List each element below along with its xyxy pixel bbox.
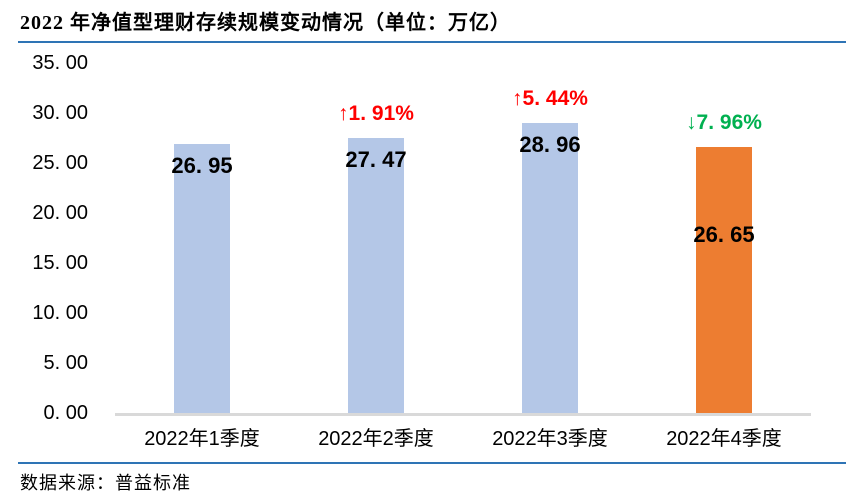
title-divider bbox=[18, 41, 846, 43]
y-tick-label: 35. 00 bbox=[32, 52, 88, 74]
y-tick-label: 30. 00 bbox=[32, 102, 88, 124]
y-tick-label: 15. 00 bbox=[32, 252, 88, 274]
x-axis-label: 2022年3季度 bbox=[492, 428, 608, 450]
x-axis-label: 2022年1季度 bbox=[144, 428, 260, 450]
change-annotation: ↓7. 96% bbox=[686, 110, 762, 134]
change-annotation: ↑5. 44% bbox=[512, 87, 588, 111]
bar-value-label: 26. 65 bbox=[693, 221, 755, 247]
y-tick-label: 10. 00 bbox=[32, 302, 88, 324]
y-tick-label: 5. 00 bbox=[43, 352, 88, 374]
y-tick-label: 25. 00 bbox=[32, 152, 88, 174]
y-tick-label: 0. 00 bbox=[43, 402, 88, 424]
bar-value-label: 28. 96 bbox=[519, 132, 581, 158]
y-tick-label: 20. 00 bbox=[32, 202, 88, 224]
bar-quarter-1 bbox=[174, 143, 230, 413]
bar-quarter-2 bbox=[348, 138, 404, 413]
chart-title: 2022 年净值型理财存续规模变动情况（单位：万亿） bbox=[20, 12, 511, 34]
x-axis-label: 2022年2季度 bbox=[318, 428, 434, 450]
x-axis-label: 2022年4季度 bbox=[666, 428, 782, 450]
change-annotation: ↑1. 91% bbox=[338, 102, 414, 126]
data-source-note: 数据来源：普益标准 bbox=[20, 473, 191, 493]
bar-value-label: 27. 47 bbox=[345, 147, 407, 173]
bar-quarter-4 bbox=[696, 146, 752, 413]
footer-divider bbox=[18, 462, 846, 464]
x-axis-line bbox=[115, 413, 811, 416]
bar-quarter-3 bbox=[522, 123, 578, 413]
bar-value-label: 26. 95 bbox=[171, 152, 233, 178]
